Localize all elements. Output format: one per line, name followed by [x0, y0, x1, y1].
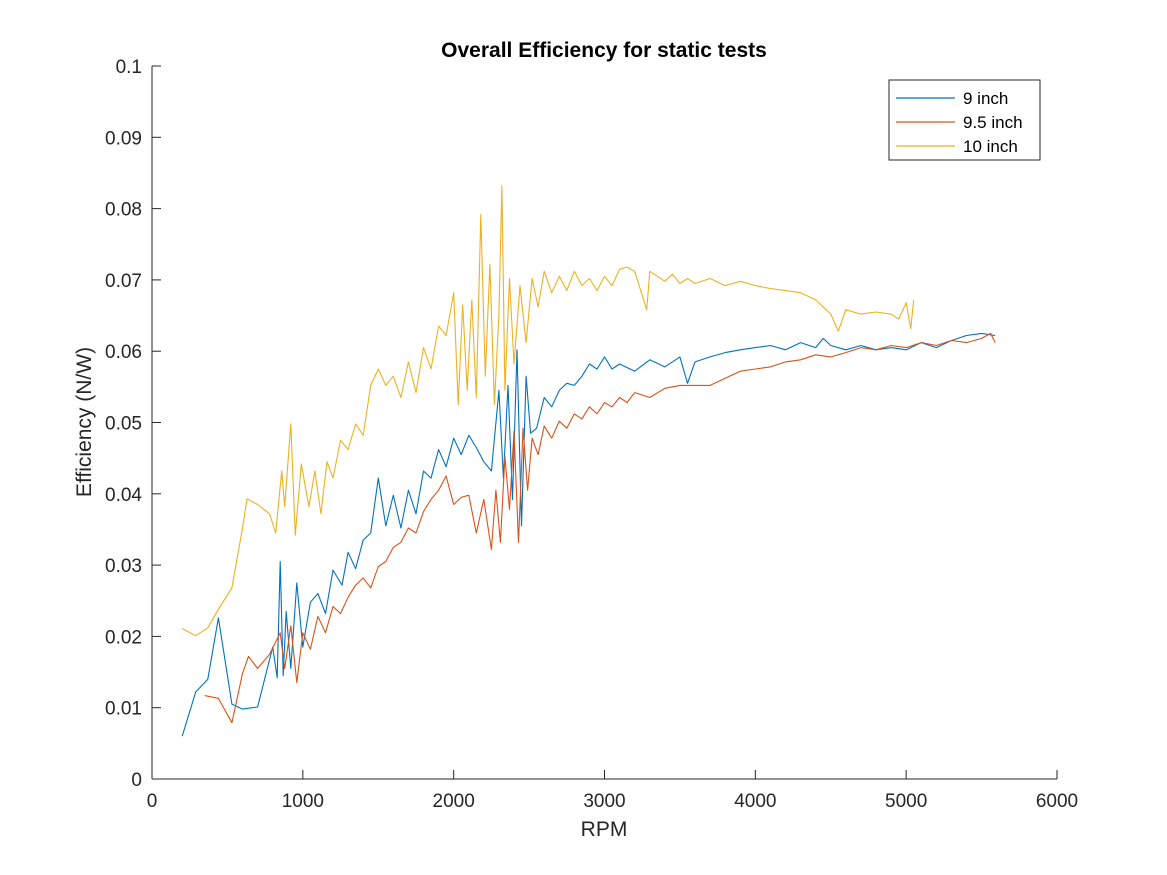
legend-label-1: 9.5 inch [963, 113, 1023, 132]
x-tick-label: 2000 [433, 791, 475, 812]
series-layer [181, 185, 996, 737]
series-line-1 [204, 332, 996, 724]
y-tick-label: 0.06 [105, 342, 142, 363]
y-tick-label: 0.05 [105, 414, 142, 435]
x-tick-label: 0 [147, 791, 158, 812]
x-tick-label: 5000 [885, 791, 927, 812]
y-tick-label: 0.09 [105, 128, 142, 149]
x-axis-label: RPM [581, 818, 628, 841]
series-line-2 [181, 185, 915, 637]
x-tick-label: 6000 [1036, 791, 1078, 812]
x-tick-label: 1000 [282, 791, 324, 812]
legend: 9 inch 9.5 inch 10 inch [888, 79, 1041, 161]
y-tick-label: 0 [131, 770, 142, 791]
x-tick-label: 4000 [734, 791, 776, 812]
y-tick-label: 0.07 [105, 271, 142, 292]
chart-title: Overall Efficiency for static tests [441, 39, 767, 62]
y-tick-label: 0.02 [105, 627, 142, 648]
y-tick-label: 0.1 [116, 57, 142, 78]
legend-label-0: 9 inch [963, 89, 1008, 108]
y-ticks: 0 0.01 0.02 0.03 0.04 0.05 0.06 0.07 0.08 0.09 0.1 [105, 57, 161, 791]
legend-label-2: 10 inch [963, 137, 1018, 156]
y-axis-label: Efficiency (N/W) [73, 347, 96, 497]
x-ticks: 0 1000 2000 3000 4000 5000 6000 [147, 770, 1078, 812]
y-tick-label: 0.01 [105, 699, 142, 720]
series-line-0 [181, 332, 996, 737]
y-tick-label: 0.03 [105, 556, 142, 577]
y-tick-label: 0.08 [105, 200, 142, 221]
x-tick-label: 3000 [583, 791, 625, 812]
legend-box [888, 79, 1041, 161]
y-tick-label: 0.04 [105, 485, 142, 506]
legend-items: 9 inch 9.5 inch 10 inch [896, 89, 1023, 156]
